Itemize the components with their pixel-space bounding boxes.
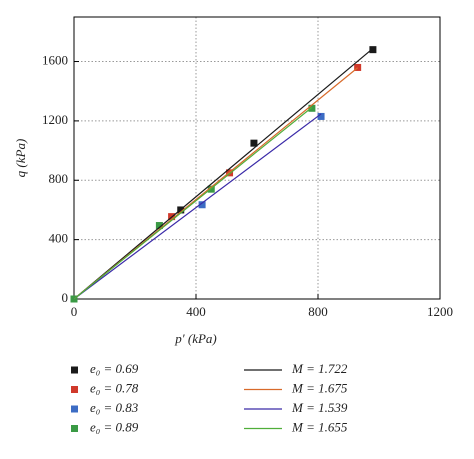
x-axis-label: p′ (kPa) xyxy=(174,331,216,346)
fit-line xyxy=(73,106,313,300)
legend-marker xyxy=(71,425,78,432)
data-point xyxy=(198,201,206,209)
legend-label: e₀ = 0.89 xyxy=(90,419,139,434)
legend-label: M = 1.675 xyxy=(291,380,348,395)
fit-line xyxy=(73,113,322,300)
legend-label: e₀ = 0.78 xyxy=(90,380,139,395)
y-tick-label: 0 xyxy=(62,290,69,305)
plot-frame xyxy=(73,16,441,300)
y-tick-label: 1600 xyxy=(42,53,68,68)
fit-line xyxy=(73,48,374,300)
data-point xyxy=(317,112,325,120)
legend-label: M = 1.722 xyxy=(291,361,348,376)
legend-label: M = 1.655 xyxy=(291,419,348,434)
x-tick-label: 0 xyxy=(71,304,78,319)
data-point xyxy=(250,139,258,147)
legend-marker xyxy=(71,366,78,374)
legend-label: M = 1.539 xyxy=(291,400,348,415)
x-tick-label: 400 xyxy=(186,304,206,319)
legend-label: e₀ = 0.83 xyxy=(90,400,139,415)
data-point xyxy=(308,104,316,112)
x-tick-label: 1200 xyxy=(427,304,453,319)
data-point xyxy=(369,46,377,54)
x-tick-label: 800 xyxy=(308,304,328,319)
y-axis-label: q (kPa) xyxy=(13,139,28,178)
y-tick-label: 1200 xyxy=(42,112,68,127)
y-tick-label: 800 xyxy=(49,171,69,186)
data-point xyxy=(155,222,163,230)
legend-marker xyxy=(71,386,78,393)
legend-marker xyxy=(71,405,78,413)
legend-label: e₀ = 0.69 xyxy=(90,361,139,376)
data-point xyxy=(354,63,362,71)
y-tick-label: 400 xyxy=(49,231,69,246)
